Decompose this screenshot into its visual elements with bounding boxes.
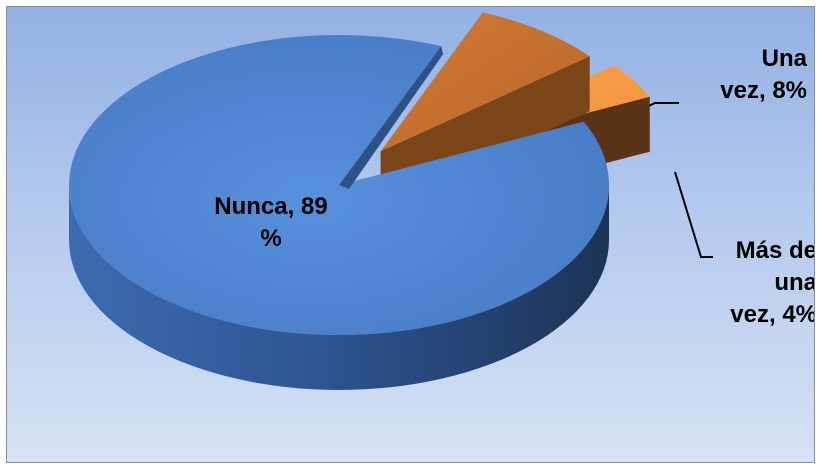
data-label-una-vez: Una vez, 8% — [720, 45, 807, 104]
slice-top-face — [380, 12, 590, 152]
pie-slice-nunca — [69, 34, 610, 390]
chart-area: Nunca, 89 % Una vez, 8% Más de una vez, … — [6, 6, 815, 463]
data-label-mas-de-una-vez: Más de una vez, 4% — [730, 237, 815, 328]
leader-line-mas-de-una-vez — [674, 171, 713, 258]
slice-side-wall — [69, 185, 609, 390]
pie-chart — [69, 12, 713, 390]
slice-cut-face — [339, 46, 444, 189]
slice-top-face — [69, 34, 610, 335]
pie-slices — [69, 12, 650, 390]
data-label-nunca: Nunca, 89 % — [214, 193, 328, 252]
